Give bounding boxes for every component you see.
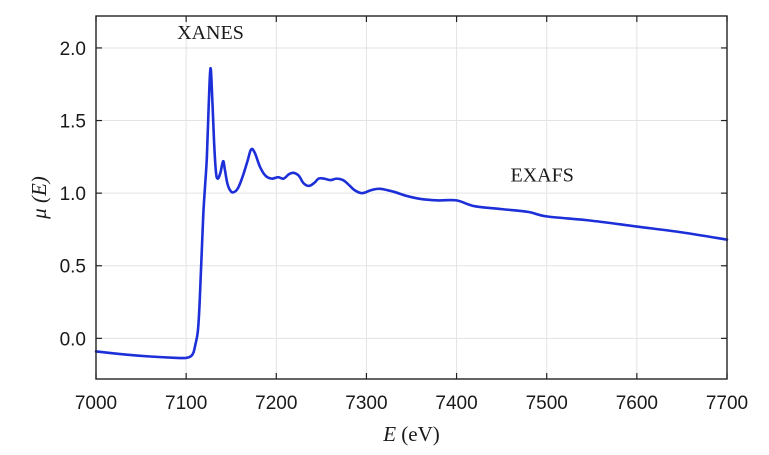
annotation-xanes: XANES [177,22,244,44]
y-axis-label: μ (E) [27,176,51,220]
x-tick-label: 7200 [255,393,297,414]
x-tick-label: 7300 [345,393,387,414]
spectrum-line [94,66,729,360]
tick-marks [95,16,728,379]
y-axis-label-arg: (E) [27,176,51,203]
grid [95,16,728,379]
y-tick-label: 1.0 [60,184,86,205]
annotations: XANES EXAFS [177,22,574,186]
y-tick-label: 2.0 [60,39,86,60]
y-tick-label: 0.5 [60,257,86,278]
series-layer [94,66,729,360]
plot-frame [95,15,728,380]
y-axis-label-var: μ [27,208,51,220]
x-axis-label-var: E [382,422,396,446]
x-tick-label: 7400 [435,393,477,414]
annotation-exafs: EXAFS [511,165,574,187]
y-tick-labels: 0.0 0.5 1.0 1.5 2.0 [60,39,86,350]
x-tick-label: 7600 [616,393,658,414]
x-tick-label: 7000 [75,393,117,414]
x-tick-labels: 7000 7100 7200 7300 7400 7500 7600 7700 [75,393,748,414]
y-tick-label: 1.5 [60,112,86,133]
x-tick-label: 7700 [706,393,748,414]
x-axis-label-unit: (eV) [401,422,439,446]
x-axis-label: E (eV) [382,422,440,446]
x-tick-label: 7100 [165,393,207,414]
x-tick-label: 7500 [526,393,568,414]
y-tick-label: 0.0 [60,329,86,350]
